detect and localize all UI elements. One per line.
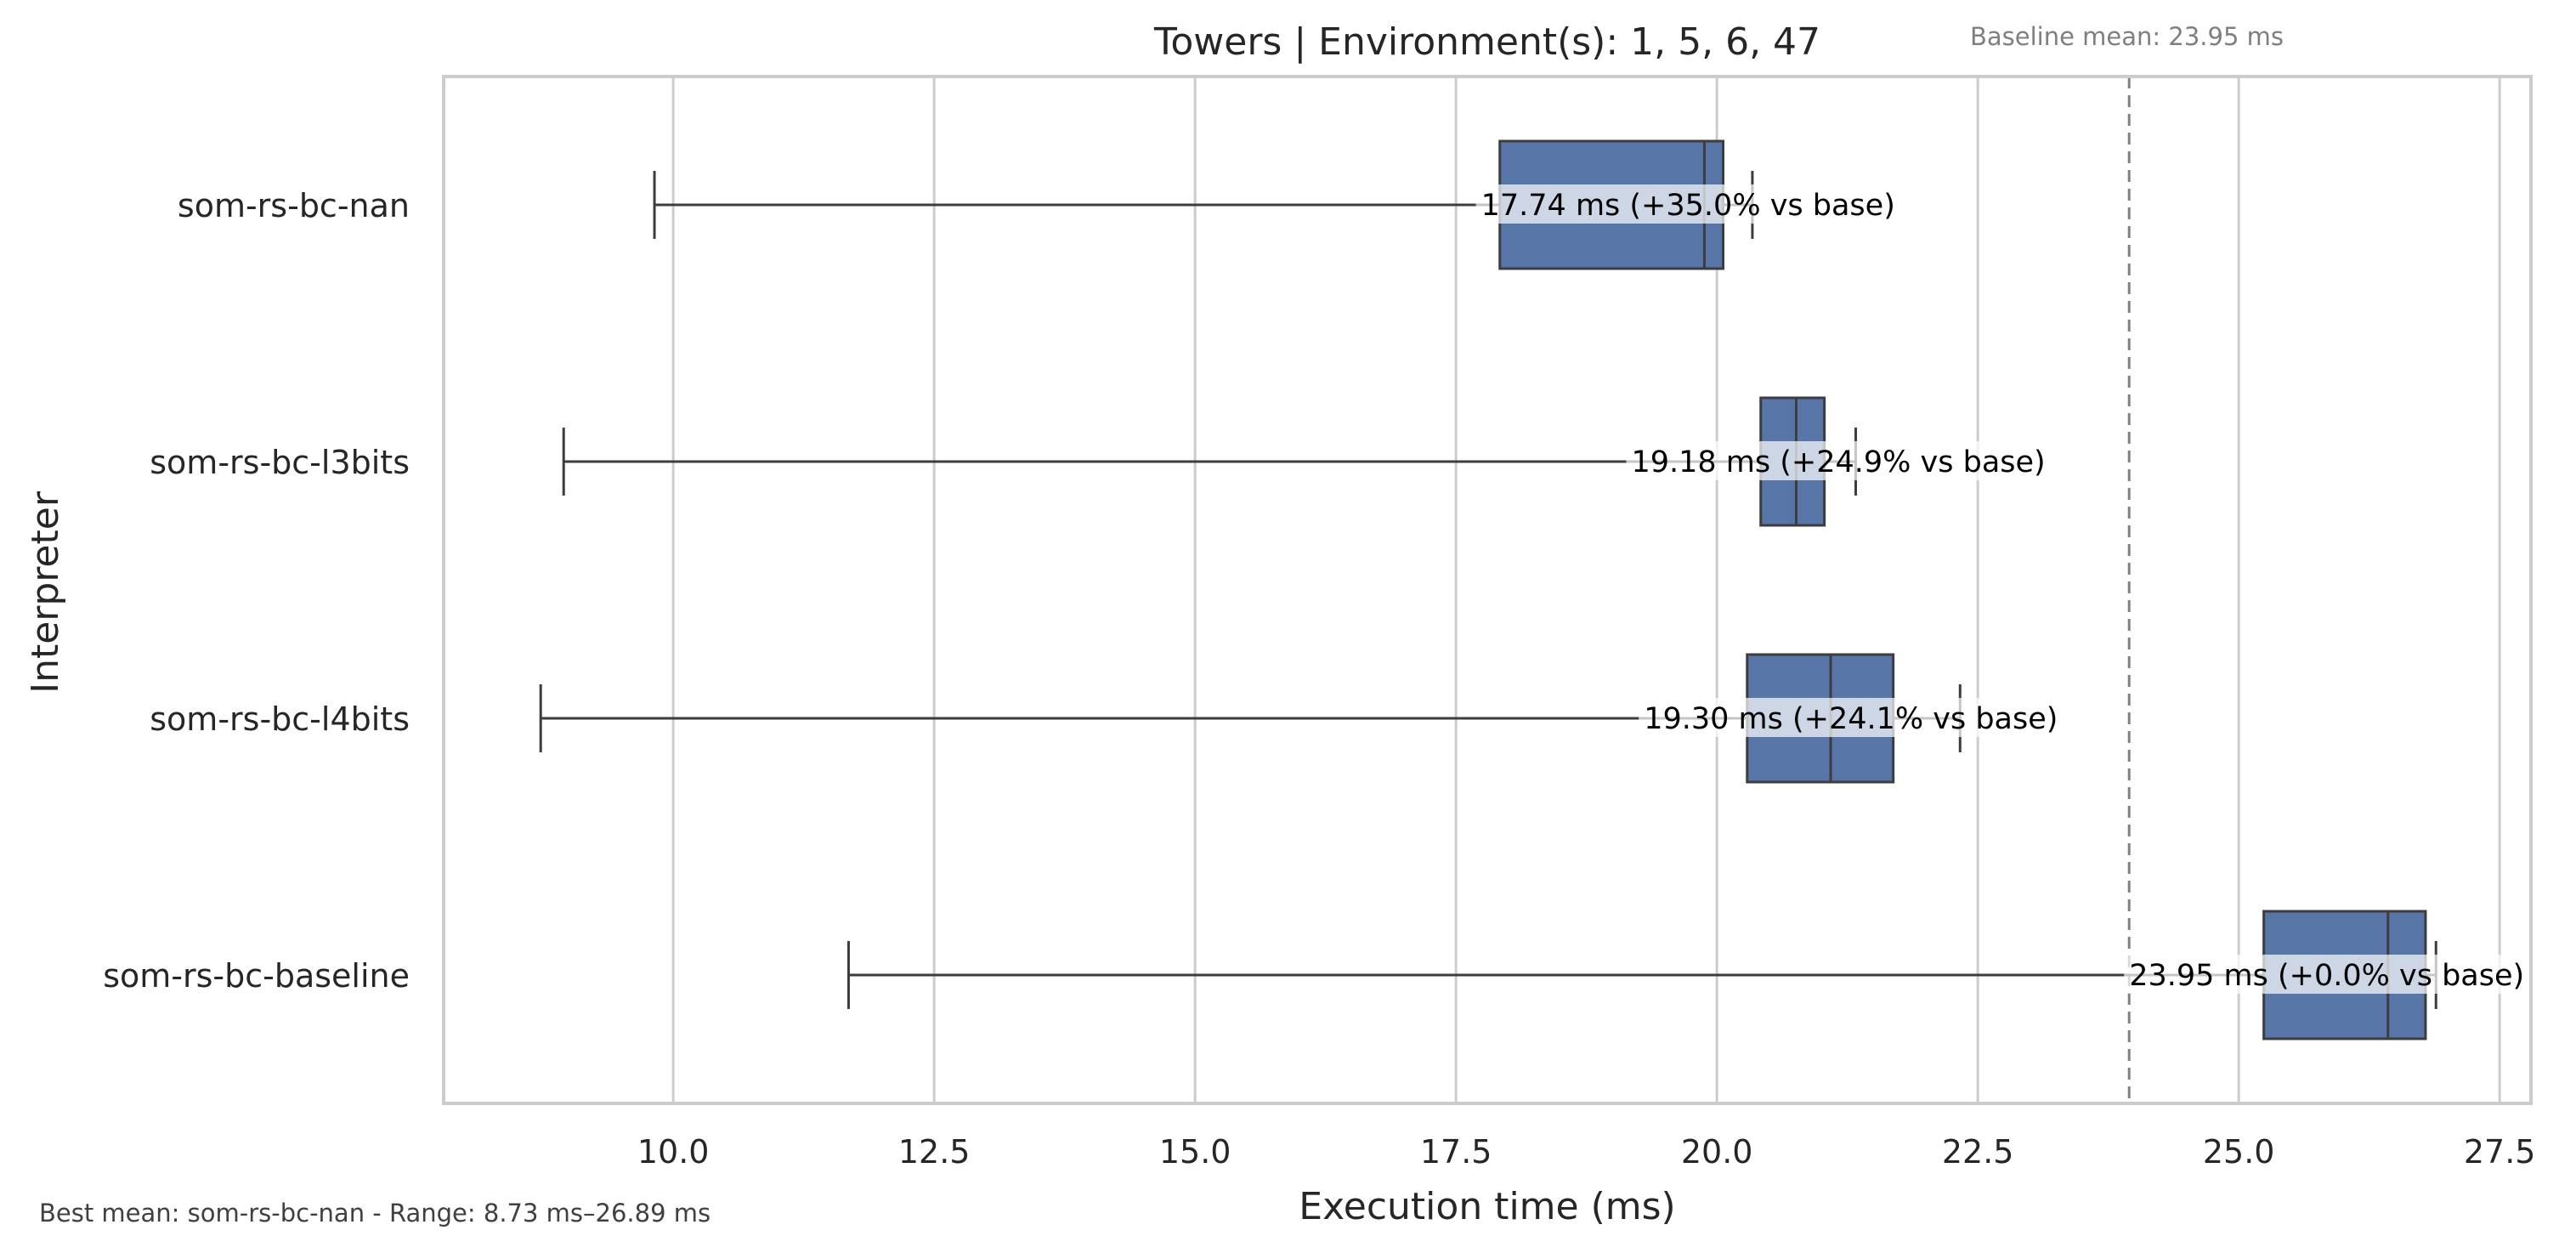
box-som-rs-bc-l4bits: 19.30 ms (+24.1% vs base): [539, 653, 2064, 784]
y-category-labels: som-rs-bc-nan som-rs-bc-l3bits som-rs-bc-l…: [103, 187, 410, 995]
grid-lines: [671, 77, 2501, 1103]
x-tick-label: 27.5: [2464, 1133, 2536, 1171]
baseline-mean-note: Baseline mean: 23.95 ms: [1970, 22, 2284, 51]
x-tick-label: 17.5: [1420, 1133, 1492, 1171]
footer-summary: Best mean: som-rs-bc-nan - Range: 8.73 m…: [39, 1199, 711, 1227]
plot-frame: [442, 75, 2533, 1105]
box-som-rs-bc-nan: 17.74 ms (+35.0% vs base): [653, 139, 1900, 270]
box-series: 17.74 ms (+35.0% vs base) 19.18 ms (+24.9…: [539, 139, 2530, 1040]
box-som-rs-bc-baseline: 23.95 ms (+0.0% vs base): [846, 910, 2530, 1040]
x-tick-label: 25.0: [2203, 1133, 2275, 1171]
mean-label: 19.30 ms (+24.1% vs base): [1644, 702, 2058, 736]
mean-label-background: [1475, 184, 1900, 224]
x-tick-label: 15.0: [1159, 1133, 1231, 1171]
mean-label-background: [1639, 698, 2064, 737]
x-axis-label: Execution time (ms): [1299, 1185, 1675, 1228]
y-axis-label: Interpreter: [24, 490, 67, 694]
mean-label: 23.95 ms (+0.0% vs base): [2129, 959, 2524, 993]
box-som-rs-bc-l3bits: 19.18 ms (+24.9% vs base): [562, 396, 2051, 527]
y-category-label: som-rs-bc-baseline: [103, 957, 410, 995]
mean-label-background: [1626, 441, 2051, 480]
x-tick-label: 12.5: [898, 1133, 971, 1171]
x-tick-labels: 10.0 12.5 15.0 17.5 20.0 22.5 25.0 27.5: [637, 1133, 2536, 1171]
x-tick-label: 10.0: [637, 1133, 710, 1171]
x-tick-label: 22.5: [1942, 1133, 2014, 1171]
chart-title: Towers | Environment(s): 1, 5, 6, 47: [1153, 20, 1820, 64]
mean-label-background: [2124, 955, 2530, 994]
y-category-label: som-rs-bc-l3bits: [150, 444, 410, 481]
y-category-label: som-rs-bc-l4bits: [150, 700, 410, 738]
mean-label: 19.18 ms (+24.9% vs base): [1631, 445, 2045, 479]
y-category-label: som-rs-bc-nan: [178, 187, 410, 224]
mean-label: 17.74 ms (+35.0% vs base): [1481, 189, 1895, 223]
x-tick-label: 20.0: [1681, 1133, 1753, 1171]
